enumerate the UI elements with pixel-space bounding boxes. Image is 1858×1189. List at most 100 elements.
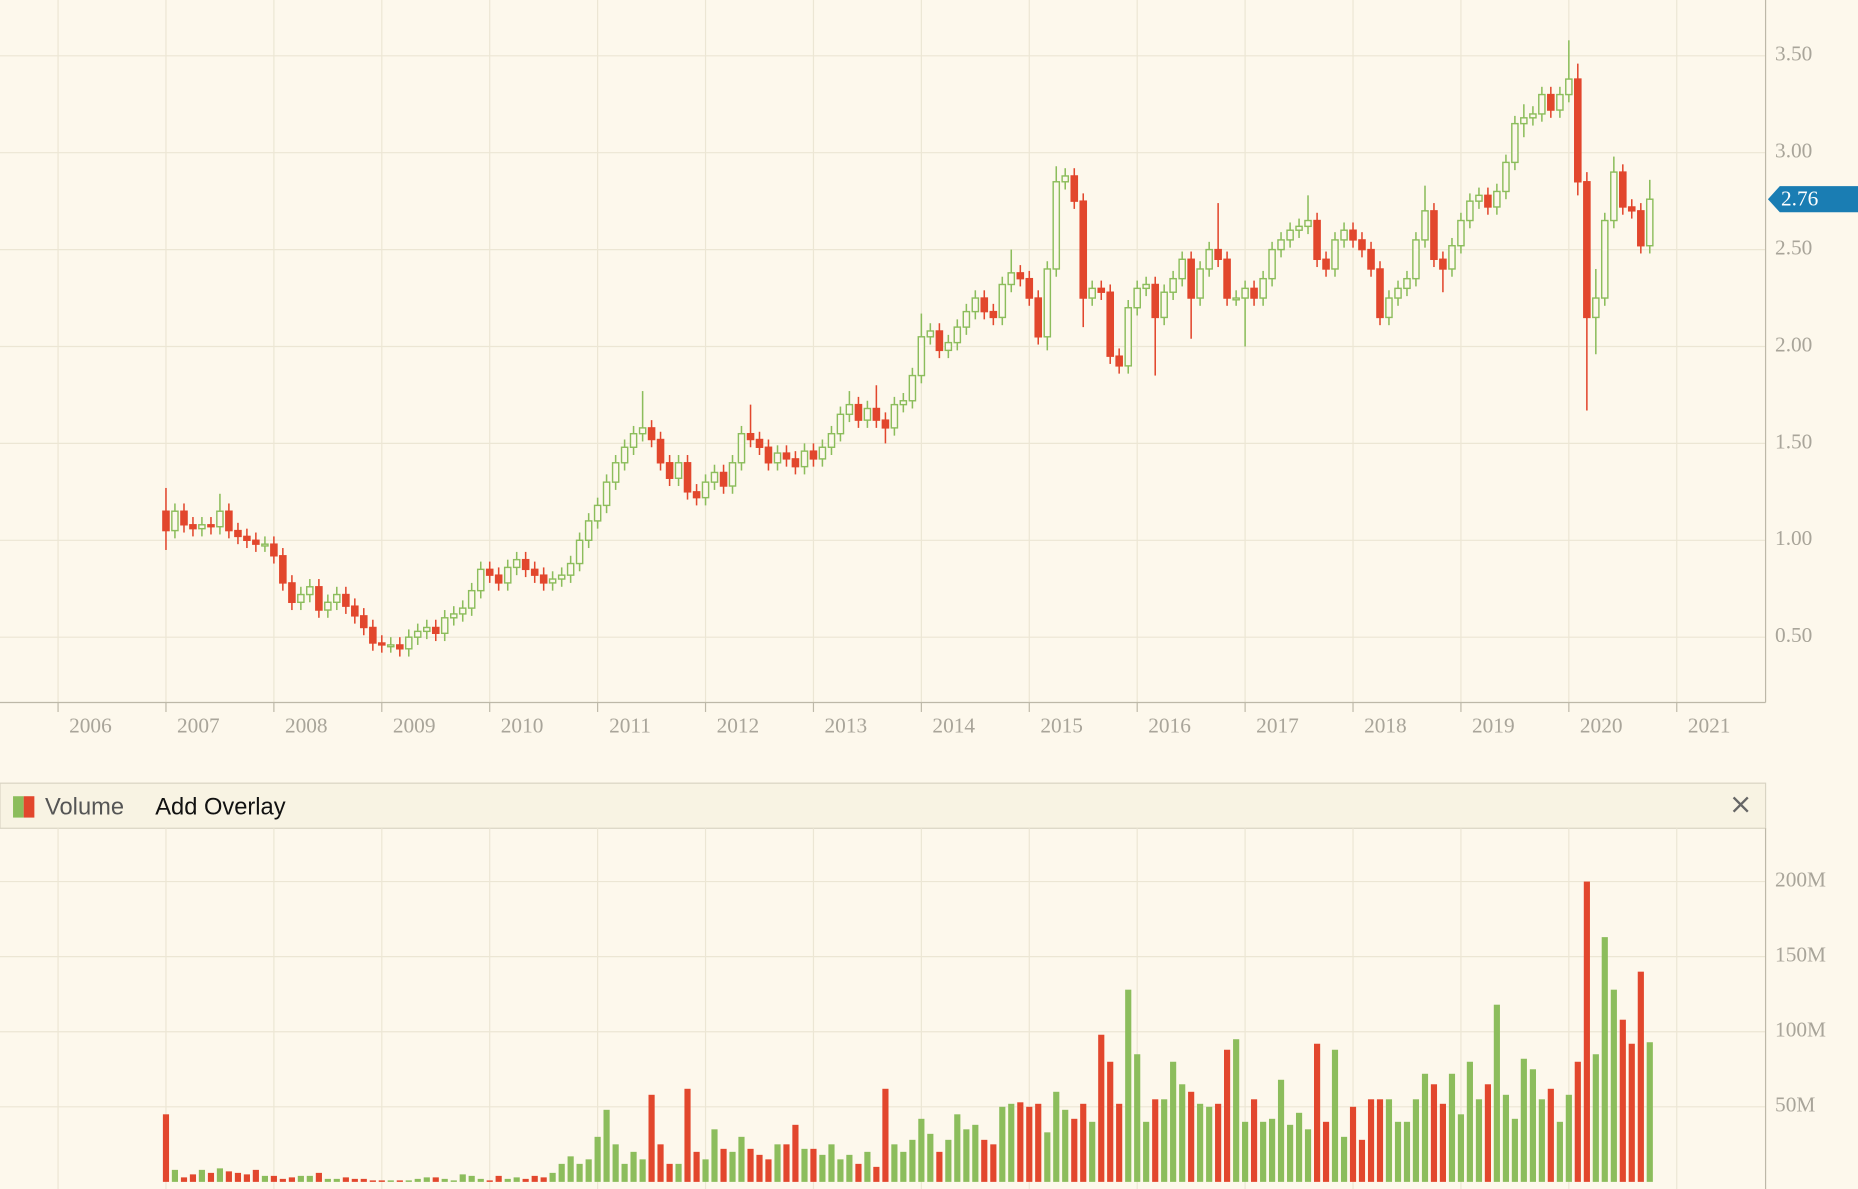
y-tick-label: 0.50 [1775,623,1812,647]
candle-body [1610,171,1618,222]
volume-bar [567,1156,574,1182]
candle-body [800,450,809,468]
volume-bar [639,1159,646,1182]
volume-bar [1538,1099,1545,1182]
volume-bar [189,1174,197,1182]
candle-body [180,510,188,526]
volume-bar [945,1139,952,1182]
x-tick-label: 2018 [1364,713,1407,737]
candle-body [557,574,566,580]
candle-body [189,524,197,530]
candle-body [1592,297,1600,319]
candle-body [261,543,269,547]
x-tick-label: 2007 [177,713,220,737]
candle-body [1088,287,1096,299]
volume-bar [1448,1073,1456,1182]
candle-body [1367,248,1375,270]
volume-bar [297,1175,304,1182]
volume-bar [711,1129,718,1182]
volume-bar [1619,1019,1626,1182]
close-button[interactable] [1732,796,1749,813]
volume-bar [1547,1088,1554,1182]
candle-body [575,539,584,565]
x-tick-label: 2010 [501,713,544,737]
candle-body [1574,78,1582,183]
candle-body [315,586,323,611]
y-tick-label: 3.00 [1775,139,1812,163]
candle-body [1007,272,1016,286]
volume-bar [1179,1084,1186,1182]
candle-body [989,310,998,319]
volume-bar [1520,1058,1527,1182]
volume-bar [1269,1118,1276,1182]
volume-bar [1502,1094,1510,1182]
candle-body [1556,93,1564,111]
y-tick-label: 1.50 [1775,429,1812,453]
volume-bar [1556,1121,1563,1182]
candle-body [980,297,989,313]
candle-body [476,568,485,592]
candle-body [665,462,674,479]
volume-bar [792,1124,799,1182]
candle-body [809,450,818,460]
volume-bar [936,1151,943,1182]
volume-bar [963,1129,970,1182]
candle-body [1529,113,1537,119]
candle-body [683,462,692,493]
candle-body [1466,200,1474,222]
volume-bar [999,1106,1006,1182]
candle-body [225,510,233,532]
candle-body [1250,287,1258,299]
volume-bar [477,1178,484,1182]
volume-bar [396,1180,403,1182]
candle-body [1124,307,1133,367]
volume-bar [1493,1004,1500,1182]
x-tick-label: 2014 [932,713,975,737]
candle-body [1448,245,1456,270]
candle-body [1196,268,1204,299]
x-tick-label: 2013 [825,713,868,737]
volume-bar [819,1154,826,1182]
candle-body [297,593,305,604]
candle-body [1439,258,1447,270]
volume-bar [198,1169,205,1182]
candle-body [1340,229,1348,241]
volume-bar [864,1151,871,1182]
candle-body [485,568,494,576]
volume-bar [1358,1139,1366,1182]
candle-body [1097,287,1106,293]
candle-body [1232,297,1240,301]
volume-bar [1044,1132,1051,1182]
volume-bar [765,1159,772,1182]
volume-bar [972,1124,979,1182]
candle-body [1169,277,1177,293]
candle-body [386,644,395,648]
volume-bar [288,1177,295,1182]
add-overlay-button[interactable]: Add Overlay [155,794,285,820]
candle-body [1412,239,1420,280]
candle-body [1187,258,1195,299]
volume-bar [549,1172,556,1182]
candle-body [863,407,872,421]
candle-body [351,605,359,617]
candle-body [638,427,647,435]
volume-bar [1322,1121,1330,1182]
volume-bar [585,1159,592,1182]
candle-body [333,593,341,604]
volume-bar [729,1151,736,1182]
candle-body [1358,239,1366,251]
volume-bar [747,1148,754,1182]
candle-body [1313,219,1321,261]
volume-bar [1583,881,1590,1182]
x-tick-label: 2006 [69,713,112,737]
volume-bar [1035,1103,1042,1182]
x-tick-label: 2019 [1472,713,1515,737]
candle-body [1600,219,1609,299]
volume-bar [990,1144,997,1182]
volume-bar [909,1139,916,1182]
volume-bar [891,1144,898,1182]
volume-bar [1574,1061,1581,1182]
candle-body [593,504,602,522]
candle-body [530,568,539,576]
volume-bar [1197,1103,1204,1182]
